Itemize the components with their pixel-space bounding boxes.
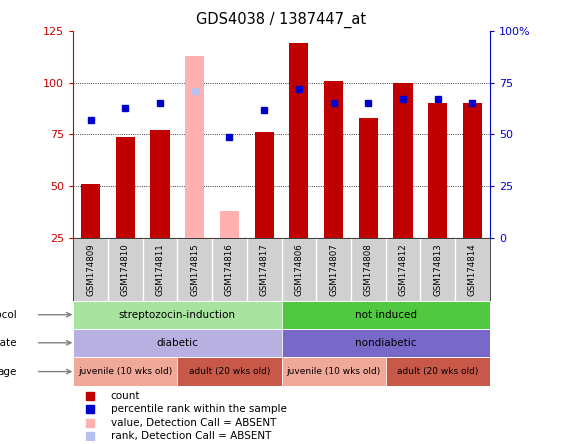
- Text: disease state: disease state: [0, 338, 17, 348]
- Text: juvenile (10 wks old): juvenile (10 wks old): [287, 367, 381, 376]
- Text: value, Detection Call = ABSENT: value, Detection Call = ABSENT: [111, 417, 276, 428]
- Bar: [359, 118, 378, 238]
- Text: diabetic: diabetic: [157, 338, 198, 348]
- Bar: [324, 81, 343, 238]
- Title: GDS4038 / 1387447_at: GDS4038 / 1387447_at: [196, 12, 367, 28]
- Bar: [116, 137, 135, 238]
- Text: count: count: [111, 391, 140, 401]
- Bar: [254, 132, 274, 238]
- Bar: [463, 103, 482, 238]
- Bar: [282, 301, 490, 329]
- Text: GSM174810: GSM174810: [121, 243, 129, 296]
- Text: GSM174814: GSM174814: [468, 243, 477, 296]
- Text: GSM174807: GSM174807: [329, 243, 338, 296]
- Bar: [185, 56, 204, 238]
- Text: GSM174812: GSM174812: [399, 243, 408, 296]
- Bar: [289, 44, 309, 238]
- Bar: [428, 103, 447, 238]
- Bar: [150, 131, 169, 238]
- Text: protocol: protocol: [0, 310, 17, 320]
- Text: GSM174806: GSM174806: [294, 243, 303, 296]
- Text: GSM174809: GSM174809: [86, 243, 95, 296]
- Text: nondiabetic: nondiabetic: [355, 338, 417, 348]
- Text: percentile rank within the sample: percentile rank within the sample: [111, 404, 287, 414]
- Bar: [73, 357, 177, 386]
- Bar: [386, 357, 490, 386]
- Bar: [394, 83, 413, 238]
- Text: adult (20 wks old): adult (20 wks old): [189, 367, 270, 376]
- Bar: [81, 184, 100, 238]
- Bar: [177, 357, 282, 386]
- Text: GSM174817: GSM174817: [260, 243, 269, 296]
- Text: GSM174815: GSM174815: [190, 243, 199, 296]
- Text: GSM174808: GSM174808: [364, 243, 373, 296]
- Text: adult (20 wks old): adult (20 wks old): [397, 367, 479, 376]
- Text: GSM174811: GSM174811: [155, 243, 164, 296]
- Text: age: age: [0, 367, 17, 377]
- Bar: [73, 329, 282, 357]
- Bar: [220, 211, 239, 238]
- Bar: [73, 301, 282, 329]
- Text: streptozocin-induction: streptozocin-induction: [119, 310, 236, 320]
- Bar: [282, 357, 386, 386]
- Text: not induced: not induced: [355, 310, 417, 320]
- Bar: [282, 329, 490, 357]
- Text: GSM174816: GSM174816: [225, 243, 234, 296]
- Text: juvenile (10 wks old): juvenile (10 wks old): [78, 367, 172, 376]
- Text: rank, Detection Call = ABSENT: rank, Detection Call = ABSENT: [111, 431, 271, 441]
- Text: GSM174813: GSM174813: [434, 243, 442, 296]
